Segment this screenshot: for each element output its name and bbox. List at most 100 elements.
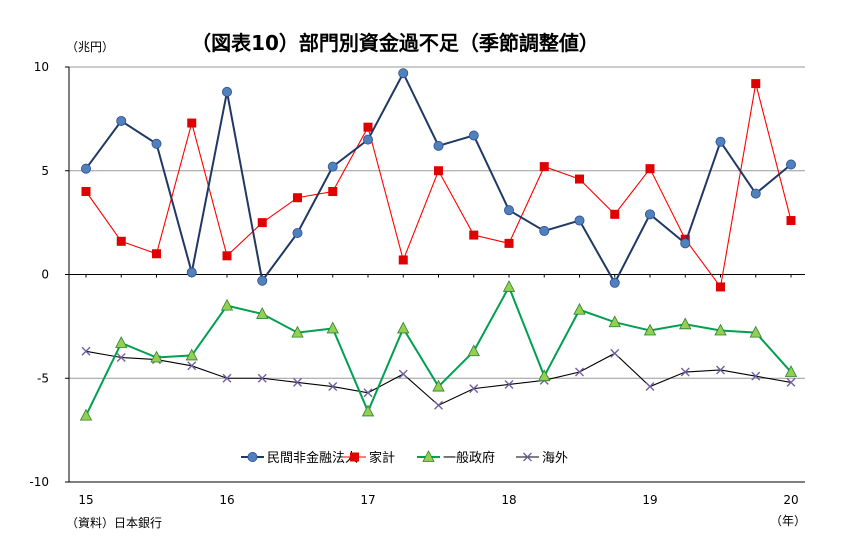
data-point [539, 162, 549, 172]
data-point [645, 382, 655, 392]
data-point [680, 367, 690, 377]
data-point [433, 140, 444, 151]
data-point [468, 130, 479, 141]
legend-label: 民間非金融法人 [267, 450, 358, 466]
chart-title: （図表10）部門別資金過不足（季節調整値） [191, 31, 599, 55]
data-point [116, 115, 127, 126]
data-point [539, 225, 550, 236]
data-point [397, 321, 410, 334]
data-point [610, 348, 620, 358]
data-point [151, 138, 162, 149]
data-point [715, 136, 726, 147]
legend-label: 一般政府 [443, 450, 495, 466]
data-point [257, 373, 267, 383]
series-2 [79, 280, 798, 421]
legend: 民間非金融法人 家計 一般政府 海外 [241, 450, 568, 466]
data-point [361, 404, 375, 417]
data-point [538, 369, 551, 382]
data-point [291, 325, 304, 338]
legend-item-1: 家計 [343, 450, 395, 466]
data-point [716, 365, 725, 375]
data-point [328, 187, 338, 196]
data-point [680, 238, 691, 249]
legend-item-0: 民間非金融法人 [241, 450, 358, 466]
legend-item-2: 一般政府 [417, 450, 495, 466]
legend-label: 家計 [369, 450, 395, 466]
x-tick-label: 16 [219, 493, 234, 507]
y-tick-label: 10 [34, 60, 49, 74]
legend-item-3: 海外 [516, 451, 568, 466]
data-point [326, 321, 339, 334]
data-point [504, 379, 514, 389]
data-point [186, 267, 197, 278]
data-point [784, 365, 798, 377]
data-point [645, 164, 655, 174]
data-point [398, 255, 408, 265]
data-point [786, 159, 797, 170]
legend-marker [523, 452, 532, 462]
data-point [363, 122, 373, 132]
data-point [116, 236, 126, 246]
data-point [786, 377, 796, 387]
data-point [293, 377, 302, 387]
data-point [504, 238, 514, 248]
data-point [751, 79, 761, 89]
y-tick-label: -10 [29, 475, 49, 489]
data-point [610, 209, 620, 219]
data-point [257, 218, 267, 228]
data-point [575, 174, 584, 184]
data-point [786, 216, 796, 226]
x-tick-label: 18 [501, 493, 516, 507]
y-tick-label: 0 [41, 268, 49, 282]
y-tick-label: -5 [37, 371, 49, 385]
data-point [469, 384, 479, 394]
data-point [363, 388, 373, 398]
data-point [609, 277, 620, 288]
data-point [327, 161, 338, 172]
data-point [643, 323, 657, 336]
data-point [221, 86, 232, 97]
data-point [575, 367, 584, 377]
data-point [152, 249, 161, 259]
data-point [467, 344, 480, 357]
data-point [716, 282, 725, 292]
data-point [502, 280, 516, 292]
data-point [185, 348, 198, 361]
legend-marker [247, 451, 258, 462]
data-point [81, 187, 91, 196]
x-tick-label: 19 [642, 493, 657, 507]
data-point [362, 134, 373, 145]
grid-lines [69, 66, 805, 379]
legend-marker [422, 450, 435, 462]
data-point [469, 230, 479, 240]
y-tick-labels: 10 5 0 -5 -10 [29, 60, 49, 489]
x-axis-unit-label: （年） [770, 514, 806, 528]
data-point [714, 323, 727, 336]
data-point [187, 118, 197, 128]
data-point [293, 193, 302, 203]
series-0 [81, 68, 797, 288]
data-point [81, 346, 91, 356]
data-point [434, 400, 443, 410]
data-point [432, 379, 445, 392]
legend-marker [350, 452, 359, 462]
data-point [749, 325, 762, 338]
data-point [503, 205, 514, 216]
data-point [222, 373, 232, 383]
data-point [751, 371, 761, 381]
x-tick-label: 15 [78, 493, 93, 507]
data-point [257, 275, 268, 286]
data-point [398, 68, 409, 79]
x-tick-label: 20 [783, 493, 798, 507]
x-tick-labels: 15 16 17 18 19 20 [78, 493, 798, 507]
data-point [187, 361, 197, 371]
data-point [679, 317, 692, 330]
data-point [79, 408, 93, 421]
axes [65, 66, 805, 483]
legend-label: 海外 [542, 451, 568, 466]
data-point [220, 298, 234, 311]
data-point [750, 188, 761, 199]
data-point [574, 215, 585, 226]
data-point [328, 382, 338, 392]
